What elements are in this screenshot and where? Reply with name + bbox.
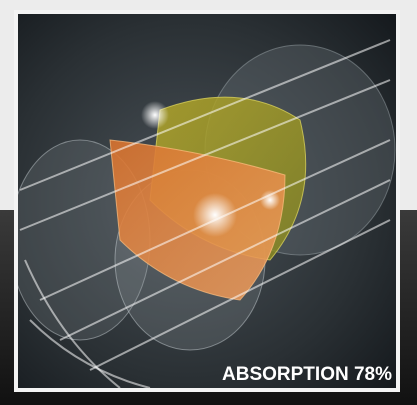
absorption-label: ABSORPTION 78% — [222, 364, 392, 385]
lens-illustration — [18, 14, 396, 388]
